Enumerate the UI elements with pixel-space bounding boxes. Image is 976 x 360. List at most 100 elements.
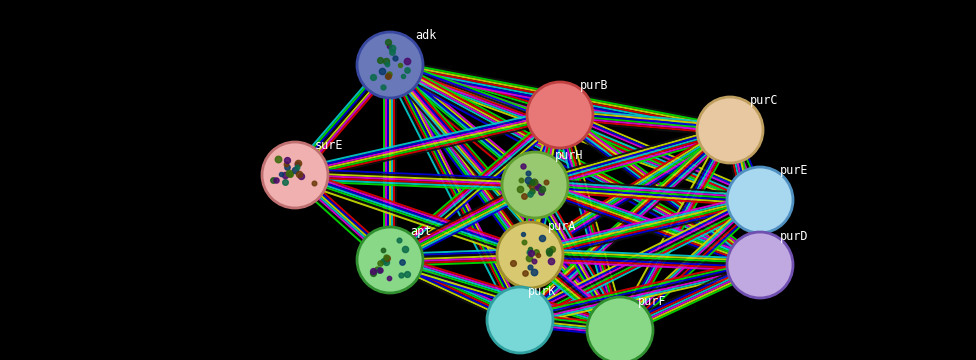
- Point: [505, 261, 520, 266]
- Point: [393, 272, 409, 278]
- Point: [526, 179, 542, 185]
- Text: purA: purA: [548, 220, 577, 233]
- Point: [293, 173, 308, 179]
- Circle shape: [697, 97, 763, 163]
- Circle shape: [357, 32, 423, 98]
- Point: [522, 246, 538, 251]
- Point: [369, 266, 385, 272]
- Point: [277, 172, 293, 177]
- Text: purF: purF: [638, 295, 667, 308]
- Point: [381, 43, 396, 49]
- Text: purC: purC: [750, 94, 779, 107]
- Point: [399, 271, 415, 277]
- Point: [289, 161, 305, 167]
- Point: [376, 258, 391, 264]
- Text: adk: adk: [415, 29, 436, 42]
- Point: [545, 246, 560, 252]
- Text: apt: apt: [410, 225, 431, 238]
- Point: [281, 170, 297, 176]
- Point: [541, 250, 556, 256]
- Circle shape: [527, 82, 593, 148]
- Point: [270, 156, 286, 162]
- Point: [382, 275, 397, 280]
- Circle shape: [487, 287, 553, 353]
- Text: purK: purK: [528, 285, 556, 298]
- Point: [292, 171, 307, 176]
- Point: [527, 269, 543, 275]
- Point: [380, 73, 395, 78]
- Point: [520, 177, 536, 183]
- Point: [373, 260, 388, 266]
- Point: [282, 171, 298, 177]
- Point: [392, 63, 408, 68]
- Point: [515, 231, 531, 237]
- Point: [394, 73, 410, 79]
- Point: [373, 57, 388, 63]
- Point: [528, 249, 544, 255]
- Point: [525, 183, 541, 189]
- Point: [543, 258, 558, 264]
- Point: [380, 255, 395, 261]
- Point: [381, 72, 396, 77]
- Point: [522, 192, 538, 197]
- Point: [526, 180, 542, 185]
- Text: purE: purE: [780, 164, 808, 177]
- Point: [305, 180, 321, 186]
- Point: [379, 259, 394, 265]
- Point: [377, 257, 392, 263]
- Point: [391, 237, 407, 243]
- Circle shape: [497, 222, 563, 288]
- Point: [385, 49, 400, 55]
- Circle shape: [262, 142, 328, 208]
- Point: [511, 186, 527, 192]
- Point: [366, 74, 382, 80]
- Point: [535, 235, 550, 240]
- Point: [379, 254, 394, 260]
- Circle shape: [727, 232, 793, 298]
- Point: [376, 84, 391, 90]
- Point: [387, 55, 403, 60]
- Point: [396, 246, 412, 252]
- Point: [365, 270, 381, 275]
- Point: [533, 190, 549, 195]
- Point: [517, 270, 533, 276]
- Point: [538, 179, 553, 185]
- Point: [521, 249, 537, 255]
- Point: [524, 179, 540, 185]
- Circle shape: [727, 167, 793, 233]
- Point: [526, 258, 542, 264]
- Text: surE: surE: [315, 139, 344, 152]
- Point: [394, 259, 410, 265]
- Text: purD: purD: [780, 230, 808, 243]
- Point: [273, 171, 289, 177]
- Point: [279, 161, 295, 167]
- Point: [399, 58, 415, 64]
- Point: [375, 247, 390, 253]
- Point: [530, 184, 546, 190]
- Point: [522, 264, 538, 270]
- Point: [530, 252, 546, 257]
- Point: [381, 40, 396, 45]
- Circle shape: [502, 152, 568, 218]
- Text: purB: purB: [580, 79, 608, 92]
- Point: [265, 177, 281, 183]
- Point: [279, 157, 295, 163]
- Point: [399, 67, 415, 73]
- Point: [521, 256, 537, 261]
- Point: [381, 73, 396, 79]
- Point: [385, 45, 400, 51]
- Point: [379, 58, 394, 64]
- Point: [288, 167, 304, 173]
- Point: [542, 248, 557, 254]
- Point: [524, 189, 540, 194]
- Point: [513, 177, 529, 183]
- Point: [372, 267, 387, 273]
- Point: [380, 62, 395, 67]
- Point: [515, 163, 531, 169]
- Point: [535, 186, 550, 192]
- Point: [371, 267, 386, 273]
- Text: purH: purH: [555, 149, 584, 162]
- Point: [277, 179, 293, 185]
- Point: [267, 177, 283, 183]
- Point: [523, 250, 539, 256]
